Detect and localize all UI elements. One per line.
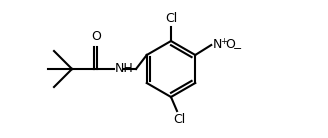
Text: O: O bbox=[91, 30, 101, 43]
Text: NH: NH bbox=[115, 63, 134, 75]
Text: N: N bbox=[213, 39, 223, 51]
Text: O: O bbox=[225, 39, 235, 51]
Text: +: + bbox=[220, 36, 227, 46]
Text: −: − bbox=[233, 44, 243, 54]
Text: Cl: Cl bbox=[165, 12, 177, 25]
Text: Cl: Cl bbox=[173, 113, 185, 126]
